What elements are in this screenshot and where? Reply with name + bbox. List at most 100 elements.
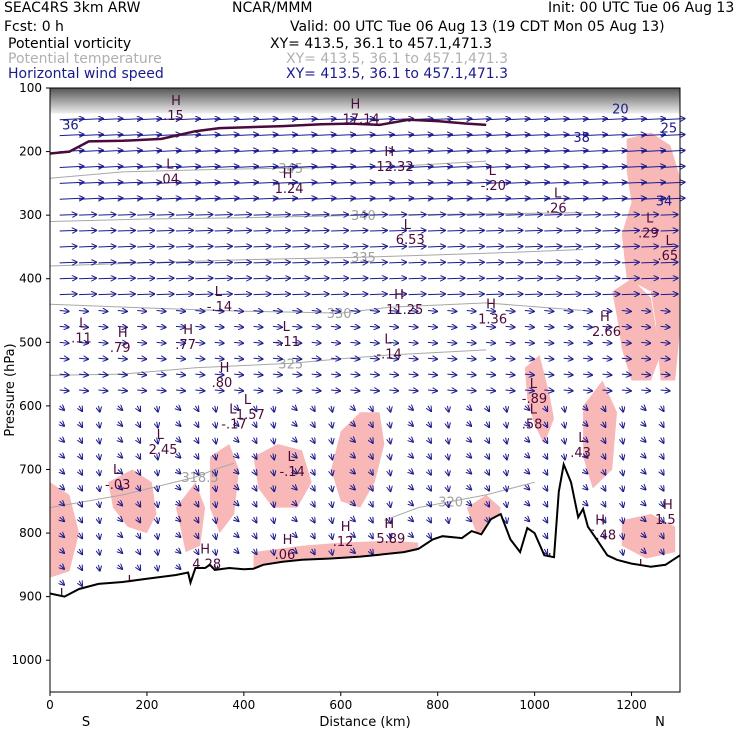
wind-vector — [176, 517, 180, 521]
wind-vector — [447, 215, 464, 216]
wind-vector — [292, 119, 316, 120]
wind-vector — [234, 311, 243, 312]
wind-vector — [447, 342, 456, 343]
wind-vector — [369, 182, 394, 183]
wind-vector — [156, 198, 181, 199]
wind-vector — [253, 390, 263, 391]
wind-vector — [234, 294, 251, 295]
pv-extremum-value: -.14 — [376, 347, 401, 362]
wind-vector — [59, 262, 77, 263]
wind-vector — [234, 517, 238, 521]
wind-vector — [427, 262, 445, 263]
wind-vector — [195, 342, 204, 343]
pv-extremum-value: .11 — [71, 332, 92, 347]
wind-vector — [272, 262, 290, 263]
wind-vector — [272, 119, 297, 120]
wind-vector — [370, 406, 373, 411]
wind-vector — [59, 374, 69, 375]
wind-vector — [156, 119, 181, 120]
wind-vector — [292, 501, 296, 505]
field-xy-wind: XY= 413.5, 36.1 to 457.1,471.3 — [286, 66, 509, 82]
wind-vector — [79, 501, 82, 506]
wind-vector — [331, 230, 348, 231]
wind-vector — [408, 342, 418, 343]
wind-vector — [370, 549, 373, 554]
theta-label: 330 — [327, 307, 352, 322]
pv-extremum-value: -.14 — [279, 465, 304, 480]
wind-vector — [544, 517, 547, 522]
wind-vector — [544, 533, 547, 538]
wind-vector — [350, 454, 354, 458]
wind-vector — [660, 326, 670, 327]
wind-vector — [564, 453, 565, 460]
wind-vector — [60, 422, 64, 426]
wind-vector — [621, 342, 631, 343]
wind-vector — [505, 198, 530, 199]
wind-vector — [506, 501, 507, 507]
wind-vector — [583, 311, 592, 312]
wind-vector — [311, 294, 329, 295]
wind-vector — [544, 485, 547, 490]
wind-vector — [563, 278, 581, 279]
wind-vector — [583, 374, 592, 375]
wind-vector — [292, 198, 316, 199]
wind-vector — [350, 517, 354, 521]
wind-vector — [350, 501, 354, 505]
wind-vector — [157, 437, 158, 444]
wind-vector — [59, 246, 77, 247]
wind-vector — [602, 342, 611, 343]
wind-vector — [272, 390, 282, 391]
wind-vector — [137, 469, 140, 474]
wind-vector — [427, 342, 437, 343]
wind-vector — [253, 150, 278, 151]
wind-vector — [175, 374, 185, 375]
wind-vector — [195, 358, 204, 359]
wind-vector — [331, 246, 348, 247]
wind-vector — [234, 119, 258, 120]
wind-vector — [215, 532, 216, 539]
pv-extremum-value: 6.53 — [396, 233, 425, 248]
wind-vector — [195, 485, 198, 490]
wind-vector — [486, 278, 503, 279]
wind-vector — [234, 454, 238, 458]
high-pv-region — [621, 514, 676, 559]
wind-vector — [311, 119, 336, 120]
wind-vector — [214, 166, 239, 167]
wind-vector — [369, 166, 394, 167]
wind-contour-label: 20 — [612, 102, 629, 117]
theta-label: 325 — [278, 357, 303, 372]
wind-vector — [467, 517, 471, 521]
wind-vector — [408, 390, 418, 391]
x-tick-label: 200 — [135, 698, 158, 712]
wind-vector — [641, 390, 650, 391]
wind-vector — [79, 246, 96, 247]
wind-vector — [544, 215, 561, 216]
pv-extremum-value: .15 — [163, 109, 184, 124]
wind-vector — [272, 166, 297, 167]
wind-vector — [641, 326, 650, 327]
wind-vector — [331, 469, 332, 475]
wind-vector — [98, 548, 99, 555]
wind-vector — [117, 182, 142, 183]
wind-vector — [408, 198, 433, 199]
wind-vector — [583, 246, 600, 247]
wind-vector — [118, 565, 122, 569]
wind-vector — [59, 358, 69, 359]
pv-extremum-value: 12.32 — [376, 160, 413, 175]
wind-vector — [311, 390, 321, 391]
wind-vector — [215, 501, 216, 507]
wind-vector — [389, 517, 390, 523]
wind-vector — [350, 182, 374, 183]
wind-vector — [544, 406, 547, 411]
wind-vector — [621, 278, 639, 279]
wind-vector — [621, 230, 639, 231]
wind-vector — [583, 119, 607, 120]
field-name-theta: Potential temperature — [8, 51, 162, 67]
wind-vector — [234, 150, 258, 151]
wind-vector — [505, 374, 515, 375]
wind-vector — [447, 119, 471, 120]
wind-vector — [254, 533, 257, 538]
wind-vector — [486, 406, 489, 411]
wind-vector — [389, 230, 406, 231]
